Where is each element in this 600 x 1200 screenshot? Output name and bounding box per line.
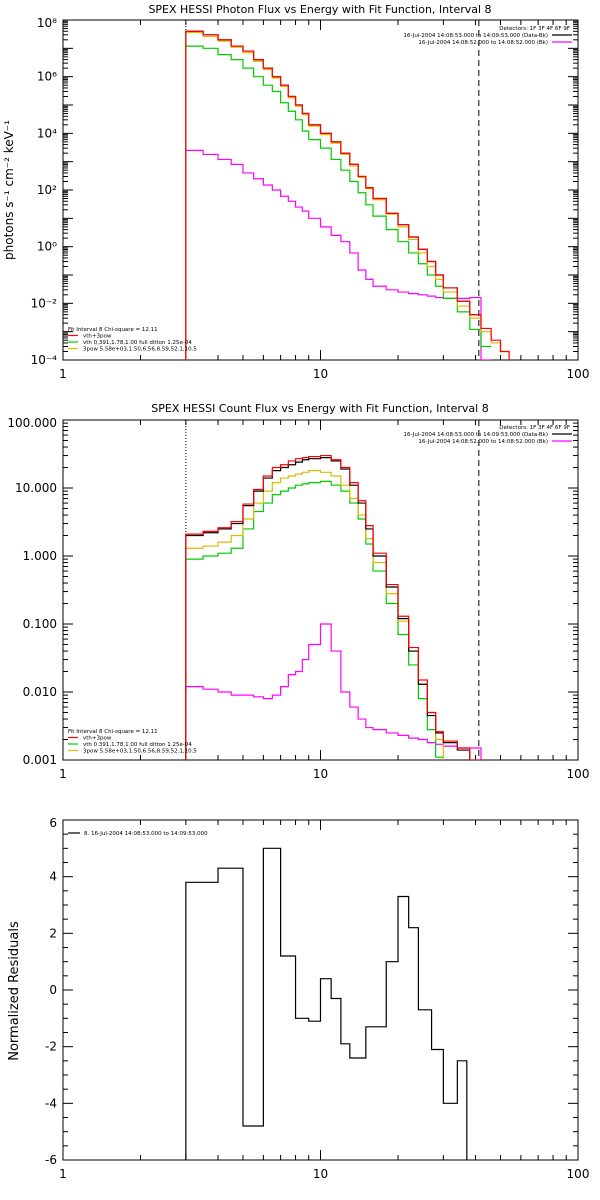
legend-entry: vth+3pow: [83, 334, 112, 340]
legend-entry: Fit Interval 8 Chi-square = 12.11: [68, 327, 158, 333]
x-tick-label: 1: [59, 767, 67, 781]
y-tick-label: 6: [49, 816, 57, 830]
y-tick-label: 10²: [37, 183, 57, 197]
legend-entry: 16-Jul-2004 14:08:53.000 to 14:09:53.000…: [404, 33, 549, 39]
legend-entry: 8. 16-Jul-2004 14:08:53.000 to 14:09:53.…: [84, 831, 208, 837]
series-line: [185, 30, 481, 360]
legend-bottom: Fit Interval 8 Chi-square = 12.11vth+3po…: [68, 327, 197, 353]
panel-title: SPEX HESSI Count Flux vs Energy with Fit…: [151, 402, 488, 415]
y-tick-label: 4: [49, 870, 57, 884]
y-tick-label: -2: [45, 1040, 57, 1054]
x-tick-label: 100: [567, 1167, 590, 1181]
y-tick-label: 10⁴: [37, 126, 57, 140]
panel-title: SPEX HESSI Photon Flux vs Energy with Fi…: [148, 3, 491, 16]
legend-entry: 3pow 5.58e+03,1.50,6.56,8.59,52.1,10.5: [83, 347, 197, 353]
x-tick-label: 1: [59, 1167, 67, 1181]
legend-top: 8. 16-Jul-2004 14:08:53.000 to 14:09:53.…: [68, 831, 208, 837]
y-tick-label: 10⁶: [37, 70, 57, 84]
series-line: [185, 45, 492, 360]
y-tick-label: 10⁸: [37, 16, 57, 30]
legend-entry: 16-Jul-2004 14:08:52.000 to 14:08:52.000…: [418, 439, 548, 445]
series-line: [185, 149, 492, 360]
x-tick-label: 100: [567, 767, 590, 781]
y-tick-label: -4: [45, 1096, 57, 1110]
x-tick-label: 100: [567, 367, 590, 381]
legend-entry: 3pow 5.58e+03,1.50,6.56,8.59,52.1,10.5: [83, 749, 197, 755]
legend-entry: vth 0.391,1.78,1.00 full ditton 1.25e-04: [83, 340, 192, 346]
y-tick-label: 10⁰: [37, 240, 57, 254]
series-line: [185, 454, 482, 760]
photon-flux-panel: SPEX HESSI Photon Flux vs Energy with Fi…: [2, 3, 589, 381]
legend-entry: 16-Jul-2004 14:08:53.000 to 14:09:53.000…: [404, 432, 549, 438]
x-tick-label: 10: [313, 767, 328, 781]
plot-frame: [62, 19, 579, 361]
legend-entry: Detectors: 1F 3F 4F 6F 9F: [499, 425, 570, 431]
legend-entry: vth+3pow: [83, 736, 112, 742]
y-tick-label: 10⁻²: [31, 296, 58, 310]
plot-axes: 1 10 100 0.001 0.010 0.100 1.000 10.000 100.000: [7, 416, 589, 781]
series-line: [185, 31, 510, 360]
series-line: [185, 623, 482, 760]
series-line: [185, 456, 471, 760]
series-line: [185, 847, 468, 1160]
legend-entry: Detectors: 1F 3F 4F 6F 9F: [499, 26, 570, 32]
y-tick-label: 0.010: [23, 685, 57, 699]
legend-entry: vth 0.391,1.78,1.00 full ditton 1.25e-04: [83, 742, 192, 748]
plot-axes: 1 10 100 10⁻⁴ 10⁻² 10⁰ 10² 10⁴ 10⁶ 10⁸: [31, 16, 590, 381]
y-tick-label: 2: [49, 926, 57, 940]
y-tick-label: 0.100: [23, 617, 57, 631]
y-tick-label: 10.000: [15, 481, 57, 495]
plot-axes: 1 10 100 -6 -4 -2 0 2 4 6: [45, 816, 589, 1181]
series-line: [185, 480, 444, 760]
x-tick-label: 10: [313, 367, 328, 381]
legend-bottom: Fit Interval 8 Chi-square = 12.11vth+3po…: [68, 729, 197, 755]
x-tick-label: 10: [313, 1167, 328, 1181]
legend-entry: 16-Jul-2004 14:08:52.000 to 14:08:52.000…: [418, 40, 548, 46]
y-tick-label: 1.000: [23, 549, 57, 563]
y-tick-label: 10⁻⁴: [31, 353, 58, 367]
plot-series: [185, 454, 482, 760]
count-flux-panel: SPEX HESSI Count Flux vs Energy with Fit…: [7, 402, 589, 781]
y-tick-label: 100.000: [7, 416, 57, 430]
y-axis-label: Normalized Residuals: [7, 921, 22, 1061]
plot-series: [185, 847, 468, 1160]
residuals-panel: 1 10 100 -6 -4 -2 0 2 4 6 Normalized Residuals 8.…: [7, 816, 589, 1181]
y-tick-label: -6: [45, 1153, 57, 1167]
plot-series: [185, 30, 510, 360]
x-tick-label: 1: [59, 367, 67, 381]
y-tick-label: 0: [49, 983, 57, 997]
series-line: [185, 30, 510, 360]
legend-entry: Fit Interval 8 Chi-square = 12.11: [68, 729, 158, 735]
y-axis-label: photons s⁻¹ cm⁻² keV⁻¹: [2, 120, 16, 260]
y-tick-label: 0.001: [23, 753, 57, 767]
